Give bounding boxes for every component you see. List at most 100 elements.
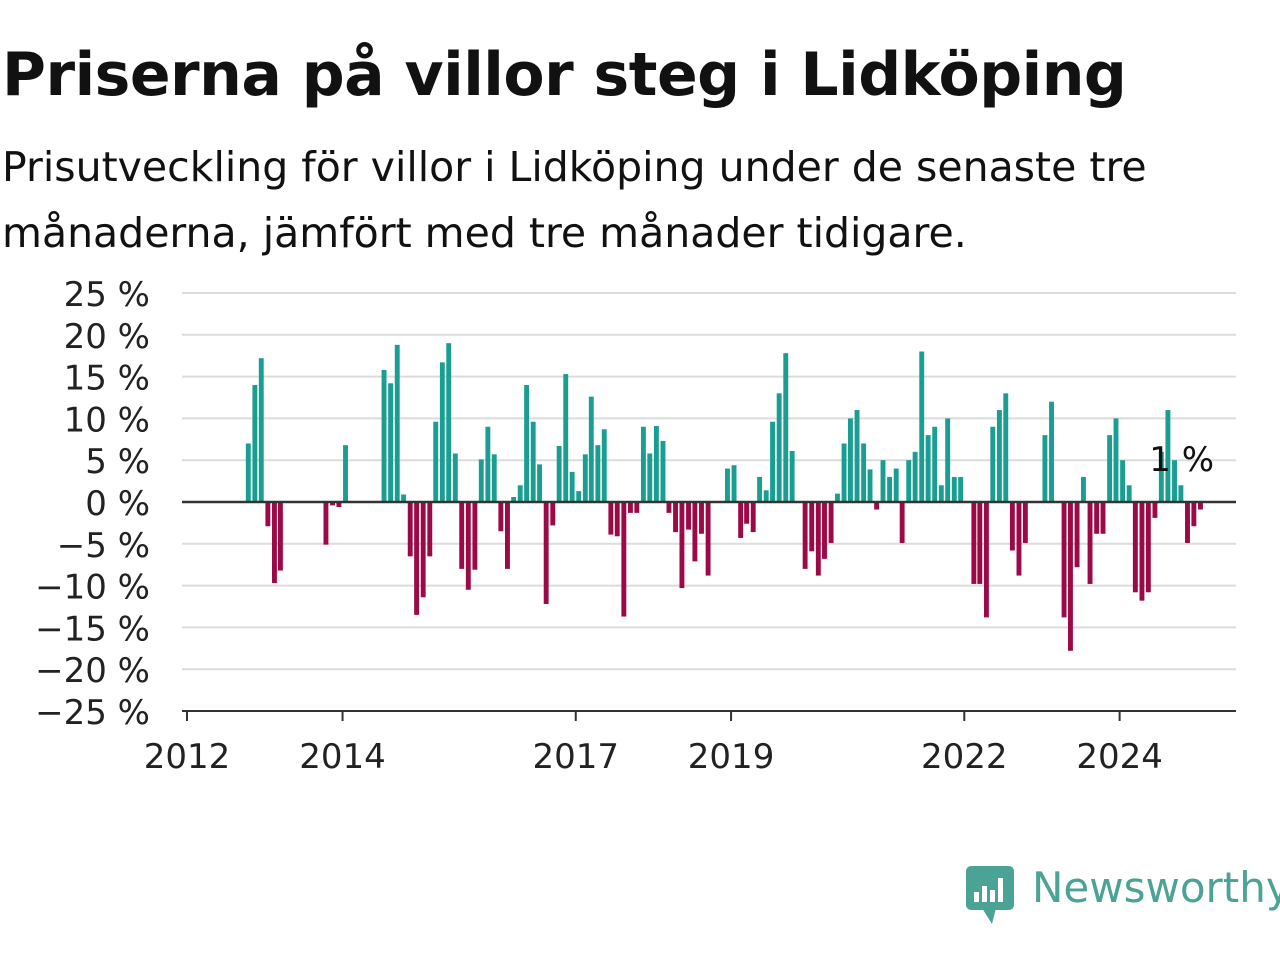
bar <box>912 451 918 502</box>
bar <box>1022 502 1028 543</box>
bar <box>1132 502 1138 593</box>
bar <box>647 453 653 502</box>
bar <box>1003 393 1009 502</box>
y-tick-label: −5 % <box>57 526 150 566</box>
bar <box>776 393 782 502</box>
bar <box>343 445 348 502</box>
bar <box>530 421 536 502</box>
bar <box>1158 451 1164 502</box>
bar <box>543 502 549 604</box>
bar <box>1178 485 1184 502</box>
bar <box>621 502 627 617</box>
bar <box>245 443 251 502</box>
bar <box>491 454 497 502</box>
bar <box>446 343 452 502</box>
bar <box>996 410 1002 502</box>
bar <box>1185 502 1190 543</box>
bar <box>893 468 899 502</box>
bar <box>427 502 433 557</box>
x-tick-label: 2017 <box>532 737 619 777</box>
bar <box>634 502 640 513</box>
bar <box>770 421 776 502</box>
bar <box>1009 502 1015 551</box>
bar <box>401 494 407 502</box>
bar <box>614 502 620 537</box>
bar <box>809 502 815 552</box>
bar <box>550 502 556 526</box>
bar <box>465 502 471 590</box>
y-tick-label: 5 % <box>85 442 150 482</box>
bar <box>971 502 977 584</box>
bar <box>485 426 491 502</box>
bar <box>1074 502 1080 568</box>
bar <box>990 426 996 502</box>
bar <box>576 491 582 502</box>
bar <box>524 384 530 502</box>
bar <box>1139 502 1145 601</box>
bar <box>252 384 258 502</box>
newsworthy-logo <box>966 866 1014 924</box>
bar <box>802 502 808 569</box>
bar <box>815 502 821 576</box>
bar <box>330 502 335 506</box>
bar <box>459 502 465 569</box>
bar <box>601 429 607 502</box>
bar <box>407 502 413 557</box>
y-tick-label: −25 % <box>35 693 150 733</box>
bar <box>906 460 912 502</box>
bar <box>874 502 880 510</box>
chart-title: Priserna på villor steg i Lidköping <box>2 40 1127 110</box>
bar <box>1165 410 1171 502</box>
bar <box>1094 502 1100 534</box>
bar <box>899 502 905 543</box>
bar <box>433 421 439 502</box>
bar <box>867 469 873 502</box>
bar <box>653 425 659 502</box>
bar <box>1061 502 1067 618</box>
bar <box>705 502 711 576</box>
bar <box>1080 476 1086 502</box>
bar-chart: 25 %20 %15 %10 %5 %0 %−5 %−10 %−15 %−20 … <box>35 275 1236 777</box>
bar <box>699 502 704 534</box>
y-tick-label: 10 % <box>64 400 150 440</box>
bar <box>627 502 633 513</box>
bar <box>439 362 445 502</box>
bar <box>1087 502 1093 584</box>
bar <box>673 502 678 533</box>
bar <box>1152 502 1158 518</box>
bar <box>1068 502 1073 651</box>
bar <box>582 454 588 502</box>
bar <box>1126 485 1132 502</box>
bar <box>932 426 938 502</box>
x-tick-label: 2019 <box>688 737 775 777</box>
bar <box>686 502 691 530</box>
bar <box>595 445 601 502</box>
bar <box>1172 460 1177 502</box>
bar <box>847 418 853 502</box>
bar <box>1145 502 1151 593</box>
bar <box>381 369 387 502</box>
chart-subtitle: Prisutveckling för villor i Lidköping un… <box>2 143 1147 257</box>
tick-labels: 25 %20 %15 %10 %5 %0 %−5 %−10 %−15 %−20 … <box>35 275 1214 777</box>
x-tick-label: 2024 <box>1076 737 1163 777</box>
bar <box>731 465 737 502</box>
bar <box>452 453 458 502</box>
bar <box>750 502 756 533</box>
bar <box>640 426 646 502</box>
bar <box>265 502 271 527</box>
y-tick-label: 0 % <box>85 484 150 524</box>
bar <box>537 464 543 502</box>
bar <box>511 496 517 502</box>
x-tick-label: 2022 <box>921 737 1008 777</box>
bar <box>880 460 886 502</box>
bar <box>983 502 989 618</box>
bar <box>854 410 860 502</box>
bar <box>394 344 400 502</box>
x-tick-label: 2014 <box>299 737 386 777</box>
x-tick-label: 2012 <box>144 737 231 777</box>
bar <box>505 502 510 569</box>
y-tick-label: −20 % <box>35 651 150 691</box>
bar <box>1100 502 1106 534</box>
bar <box>945 418 951 502</box>
y-tick-label: 15 % <box>64 359 150 399</box>
